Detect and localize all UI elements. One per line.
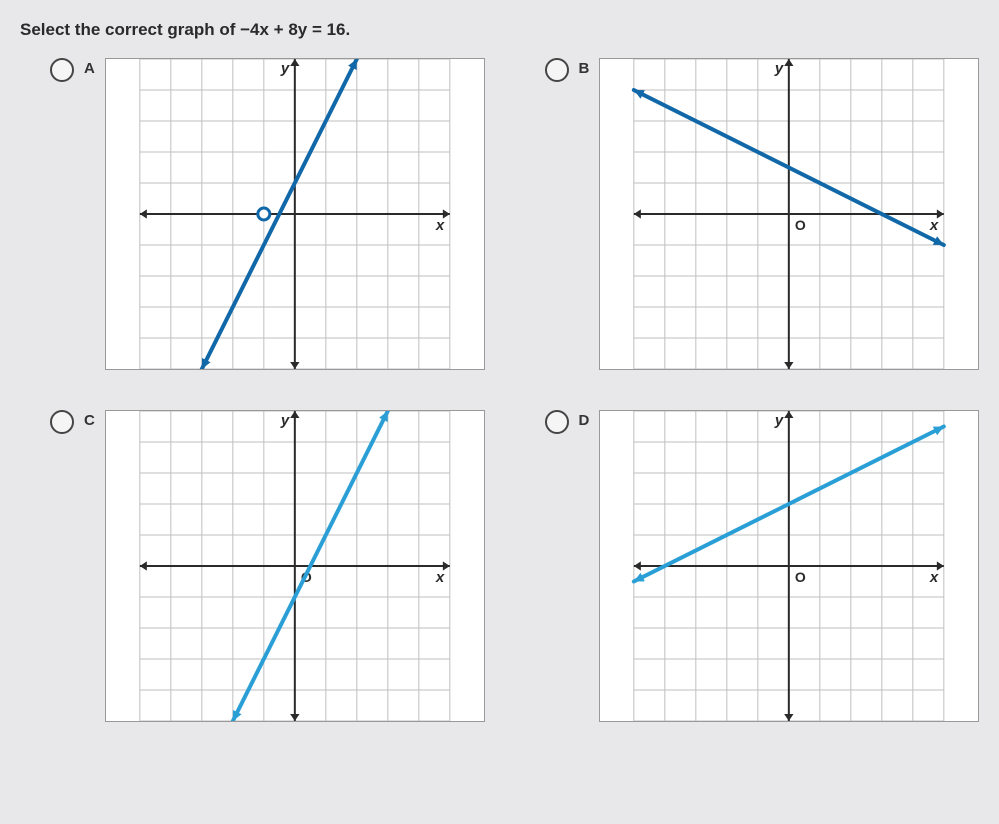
graph-a: yx	[105, 58, 485, 370]
graph-d: y x O	[599, 410, 979, 722]
graph-b: y x O	[599, 58, 979, 370]
svg-text:y: y	[280, 60, 290, 77]
option-label-b: B	[579, 60, 590, 77]
svg-text:y: y	[280, 412, 290, 429]
svg-text:x: x	[435, 217, 445, 234]
radio-d[interactable]	[545, 410, 569, 434]
svg-text:y: y	[774, 412, 784, 429]
option-b[interactable]: B y x O	[545, 58, 980, 370]
graph-c: yxO	[105, 410, 485, 722]
svg-text:x: x	[929, 217, 939, 234]
option-d[interactable]: D y x O	[545, 410, 980, 722]
option-a[interactable]: A yx	[50, 58, 485, 370]
option-label-a: A	[84, 60, 95, 77]
radio-a[interactable]	[50, 58, 74, 82]
svg-text:y: y	[774, 60, 784, 77]
option-label-d: D	[579, 412, 590, 429]
options-grid: A yx B yxO C yxO D yxO	[20, 58, 979, 722]
radio-b[interactable]	[545, 58, 569, 82]
radio-c[interactable]	[50, 410, 74, 434]
option-label-c: C	[84, 412, 95, 429]
svg-text:x: x	[435, 569, 445, 586]
svg-text:x: x	[929, 569, 939, 586]
svg-text:O: O	[795, 569, 806, 585]
question-text: Select the correct graph of −4x + 8y = 1…	[20, 20, 979, 40]
svg-text:O: O	[795, 217, 806, 233]
option-c[interactable]: C yxO	[50, 410, 485, 722]
